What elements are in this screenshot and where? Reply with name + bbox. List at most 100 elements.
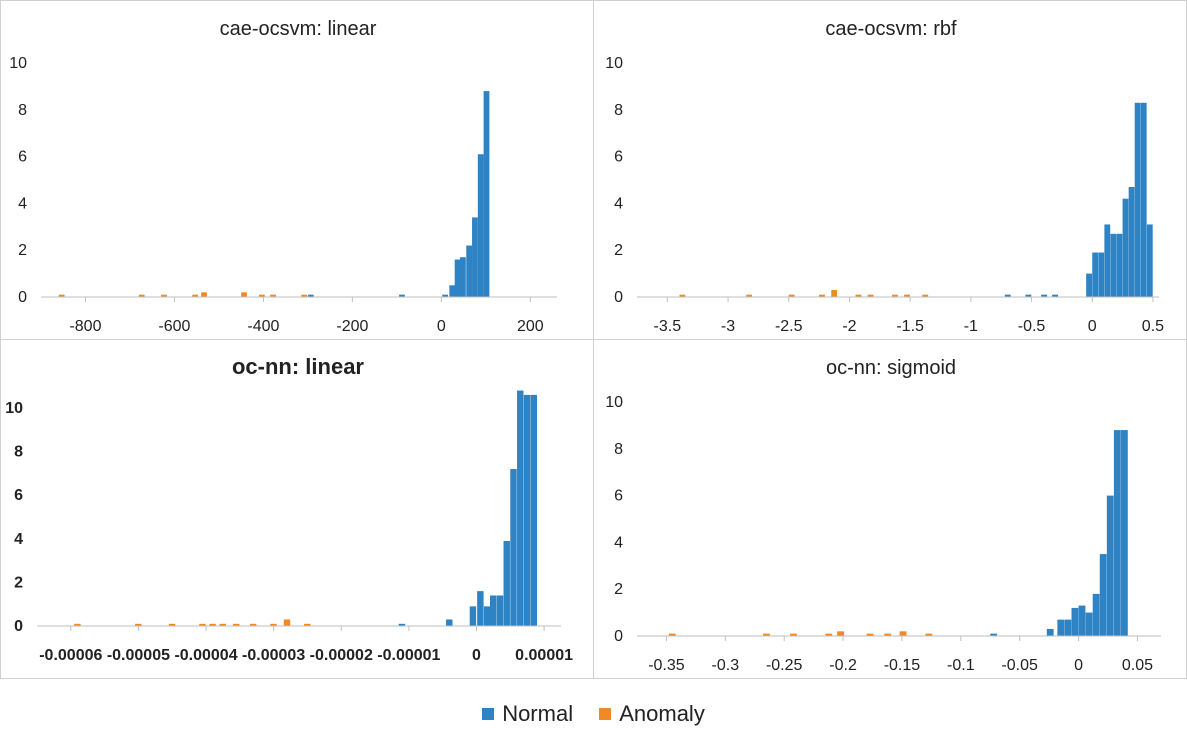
histogram-bar-anomaly bbox=[74, 623, 81, 626]
histogram-bar-normal bbox=[1025, 294, 1032, 297]
histogram-bar-anomaly bbox=[249, 623, 257, 626]
y-tick-label: 2 bbox=[14, 574, 23, 591]
histogram-bar-normal bbox=[1110, 233, 1117, 297]
x-tick-label: -0.35 bbox=[648, 657, 685, 674]
y-tick-label: 0 bbox=[14, 618, 23, 635]
histogram-bar-anomaly bbox=[867, 294, 874, 297]
x-tick-label: -200 bbox=[336, 318, 368, 335]
histogram-bar-normal bbox=[398, 623, 406, 626]
x-tick-label: 0 bbox=[1074, 657, 1083, 674]
histogram-bar-normal bbox=[1092, 252, 1099, 297]
x-tick-label: -1.5 bbox=[896, 318, 924, 335]
histogram-bar-anomaly bbox=[241, 292, 247, 297]
chart-svg: cae-ocsvm: rbf 0 2 4 6 8 10 -3.5 -3 -2.5 -2 -1.5 -1 -… bbox=[605, 18, 1164, 335]
histogram-bar-normal bbox=[1086, 273, 1092, 297]
histogram-bar-normal bbox=[517, 390, 524, 626]
histogram-bar-normal bbox=[449, 285, 456, 297]
histogram-bar-anomaly bbox=[201, 292, 207, 297]
x-tick-label: 0.5 bbox=[1142, 318, 1164, 335]
legend-label-anomaly: Anomaly bbox=[619, 701, 705, 726]
y-tick-label: 4 bbox=[614, 534, 623, 551]
histogram-bar-anomaly bbox=[866, 633, 874, 636]
y-tick-label: 4 bbox=[14, 531, 23, 548]
x-tick-label: -0.00003 bbox=[242, 647, 305, 664]
histogram-bar-normal bbox=[1057, 619, 1065, 636]
histogram-bar-normal bbox=[1046, 628, 1054, 636]
legend-item-anomaly: Anomaly bbox=[599, 701, 705, 727]
chart-title: cae-ocsvm: rbf bbox=[825, 18, 957, 40]
histogram-bar-anomaly bbox=[209, 623, 216, 626]
histogram-bar-anomaly bbox=[925, 633, 933, 636]
histogram-bar-anomaly bbox=[301, 294, 308, 297]
histogram-bar-normal bbox=[1078, 605, 1086, 636]
histogram-bar-anomaly bbox=[819, 294, 825, 297]
x-tick-label: -0.00006 bbox=[39, 647, 102, 664]
histogram-bar-anomaly bbox=[192, 294, 199, 297]
histogram-bar-anomaly bbox=[270, 623, 277, 626]
chart-svg: cae-ocsvm: linear 0 2 4 6 8 10 -800 -600 -400 -200… bbox=[9, 18, 557, 335]
histogram-bar-anomaly bbox=[679, 294, 686, 297]
x-tick-label: -0.00002 bbox=[310, 647, 373, 664]
histogram-bar-normal bbox=[1146, 224, 1153, 297]
histogram-bar-anomaly bbox=[746, 294, 753, 297]
histogram-bar-normal bbox=[503, 540, 510, 626]
histogram-bar-anomaly bbox=[270, 294, 276, 297]
legend-swatch-anomaly bbox=[599, 708, 612, 720]
legend-swatch-normal bbox=[482, 708, 495, 720]
histogram-bar-anomaly bbox=[837, 631, 845, 636]
x-tick-label: -0.1 bbox=[947, 657, 975, 674]
histogram-bar-normal bbox=[1052, 294, 1058, 297]
histogram-bar-normal bbox=[510, 469, 517, 626]
histogram-bar-anomaly bbox=[831, 289, 838, 297]
histogram-bar-normal bbox=[1134, 102, 1141, 297]
histogram-bar-anomaly bbox=[233, 623, 240, 626]
y-tick-label: 6 bbox=[614, 488, 623, 505]
legend-label-normal: Normal bbox=[502, 701, 574, 726]
histogram-bar-anomaly bbox=[161, 294, 167, 297]
x-tick-label: 0.00001 bbox=[515, 647, 573, 664]
y-tick-label: 8 bbox=[14, 444, 23, 461]
chart-title: oc-nn: sigmoid bbox=[826, 357, 956, 379]
x-tick-label: -0.00004 bbox=[174, 647, 237, 664]
histogram-bar-anomaly bbox=[135, 623, 142, 626]
histogram-bar-normal bbox=[1085, 612, 1093, 636]
histogram-bar-anomaly bbox=[825, 633, 833, 636]
histogram-bar-normal bbox=[1004, 294, 1011, 297]
y-tick-label: 10 bbox=[9, 55, 27, 72]
histogram-bar-anomaly bbox=[788, 294, 795, 297]
histogram-bar-normal bbox=[454, 259, 461, 297]
histogram-bar-normal bbox=[469, 606, 477, 626]
histogram-bar-normal bbox=[523, 394, 531, 626]
y-tick-label: 0 bbox=[614, 628, 623, 645]
x-tick-label: -0.25 bbox=[766, 657, 803, 674]
histogram-bar-anomaly bbox=[762, 633, 770, 636]
y-tick-label: 6 bbox=[614, 149, 623, 166]
histogram-bar-normal bbox=[1092, 593, 1100, 636]
histogram-bar-normal bbox=[1064, 619, 1072, 636]
x-tick-label: 0.05 bbox=[1122, 657, 1153, 674]
histogram-bar-anomaly bbox=[668, 633, 676, 636]
histogram-bar-normal bbox=[490, 595, 497, 626]
histogram-bar-anomaly bbox=[899, 631, 907, 636]
y-tick-label: 0 bbox=[614, 289, 623, 306]
x-tick-label: -0.15 bbox=[884, 657, 921, 674]
histogram-bar-normal bbox=[1041, 294, 1048, 297]
y-tick-label: 6 bbox=[18, 149, 27, 166]
histogram-bar-anomaly bbox=[790, 633, 797, 636]
histogram-bar-normal bbox=[1140, 102, 1147, 297]
histogram-bar-anomaly bbox=[283, 619, 291, 626]
histogram-bar-anomaly bbox=[58, 294, 65, 297]
histogram-bar-normal bbox=[496, 595, 504, 626]
x-tick-label: -0.5 bbox=[1018, 318, 1046, 335]
histogram-bar-normal bbox=[446, 619, 453, 626]
histogram-bar-normal bbox=[399, 294, 405, 297]
y-tick-label: 10 bbox=[605, 55, 623, 72]
histogram-panel-oc-nn-linear: oc-nn: linear 0 2 4 6 8 10 -0.00006 -0.00005 -0.0… bbox=[0, 339, 594, 679]
x-tick-label: -3.5 bbox=[654, 318, 682, 335]
y-tick-label: 10 bbox=[605, 394, 623, 411]
histogram-bar-normal bbox=[1099, 554, 1107, 636]
histogram-bar-normal bbox=[483, 606, 491, 626]
histogram-bar-normal bbox=[466, 245, 473, 297]
y-tick-label: 8 bbox=[18, 102, 27, 119]
